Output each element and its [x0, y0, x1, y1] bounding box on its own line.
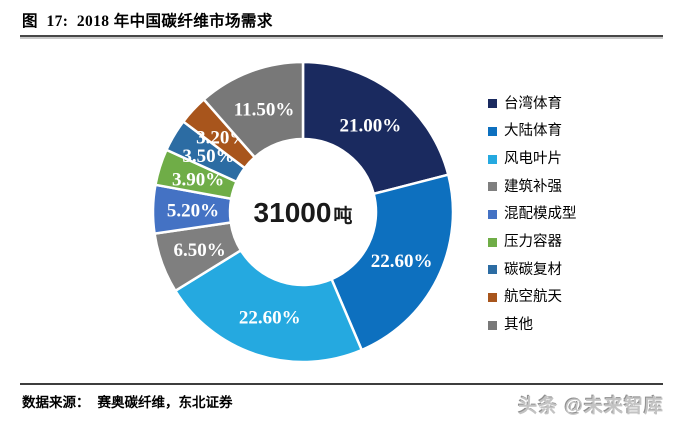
legend-item-压力容器: 压力容器 [488, 228, 577, 256]
slice-label-其他: 11.50% [234, 100, 295, 121]
legend-swatch-icon [488, 210, 497, 220]
legend-label: 大陆体育 [504, 123, 562, 140]
title-divider [20, 35, 663, 37]
legend-label: 风电叶片 [504, 150, 562, 167]
legend-item-其他: 其他 [488, 312, 577, 340]
figure-title: 图 17: 2018 年中国碳纤维市场需求 [22, 13, 273, 30]
pie-slice-其他 [202, 60, 305, 159]
legend-swatch-icon [488, 99, 497, 109]
slice-label-压力容器: 3.90% [172, 170, 224, 191]
donut-center-total: 31000 吨 [254, 197, 353, 228]
legend-item-碳碳复材: 碳碳复材 [488, 256, 577, 284]
legend-item-风电叶片: 风电叶片 [488, 145, 577, 173]
slice-label-台湾体育: 21.00% [340, 116, 402, 137]
legend-swatch-icon [488, 265, 497, 275]
legend-label: 航空航天 [504, 289, 562, 306]
legend-label: 台湾体育 [504, 95, 562, 112]
legend-item-混配模成型: 混配模成型 [488, 201, 577, 229]
legend-item-大陆体育: 大陆体育 [488, 118, 577, 146]
watermark-text: 头条 @未来智库 [518, 396, 664, 417]
legend-swatch-icon [488, 237, 497, 247]
pie-slice-台湾体育 [301, 60, 450, 196]
watermark: 头条 @未来智库 [518, 391, 664, 418]
legend-label: 碳碳复材 [504, 261, 562, 278]
legend-swatch-icon [488, 127, 497, 137]
legend-item-台湾体育: 台湾体育 [488, 90, 577, 118]
legend-swatch-icon [488, 154, 497, 164]
slice-label-大陆体育: 22.60% [371, 251, 433, 272]
slice-label-混配模成型: 5.20% [167, 200, 219, 221]
legend-label: 压力容器 [504, 234, 562, 251]
data-source: 数据来源： 赛奥碳纤维，东北证券 [22, 391, 233, 411]
pie-slice-风电叶片 [174, 249, 363, 364]
legend-item-建筑补强: 建筑补强 [488, 173, 577, 201]
footer-divider [20, 383, 663, 385]
legend-swatch-icon [488, 293, 497, 303]
legend-label: 其他 [504, 317, 533, 334]
legend-label: 建筑补强 [504, 178, 562, 195]
legend: 台湾体育大陆体育风电叶片建筑补强混配模成型压力容器碳碳复材航空航天其他 [488, 90, 577, 339]
legend-item-航空航天: 航空航天 [488, 284, 577, 312]
slice-label-风电叶片: 22.60% [239, 307, 301, 328]
legend-swatch-icon [488, 320, 497, 330]
legend-label: 混配模成型 [504, 206, 577, 223]
legend-swatch-icon [488, 182, 497, 192]
pie-slice-大陆体育 [330, 173, 455, 352]
slice-label-建筑补强: 6.50% [173, 240, 225, 261]
data-source-text: 赛奥碳纤维，东北证券 [97, 395, 233, 410]
data-source-label: 数据来源： [22, 395, 90, 410]
